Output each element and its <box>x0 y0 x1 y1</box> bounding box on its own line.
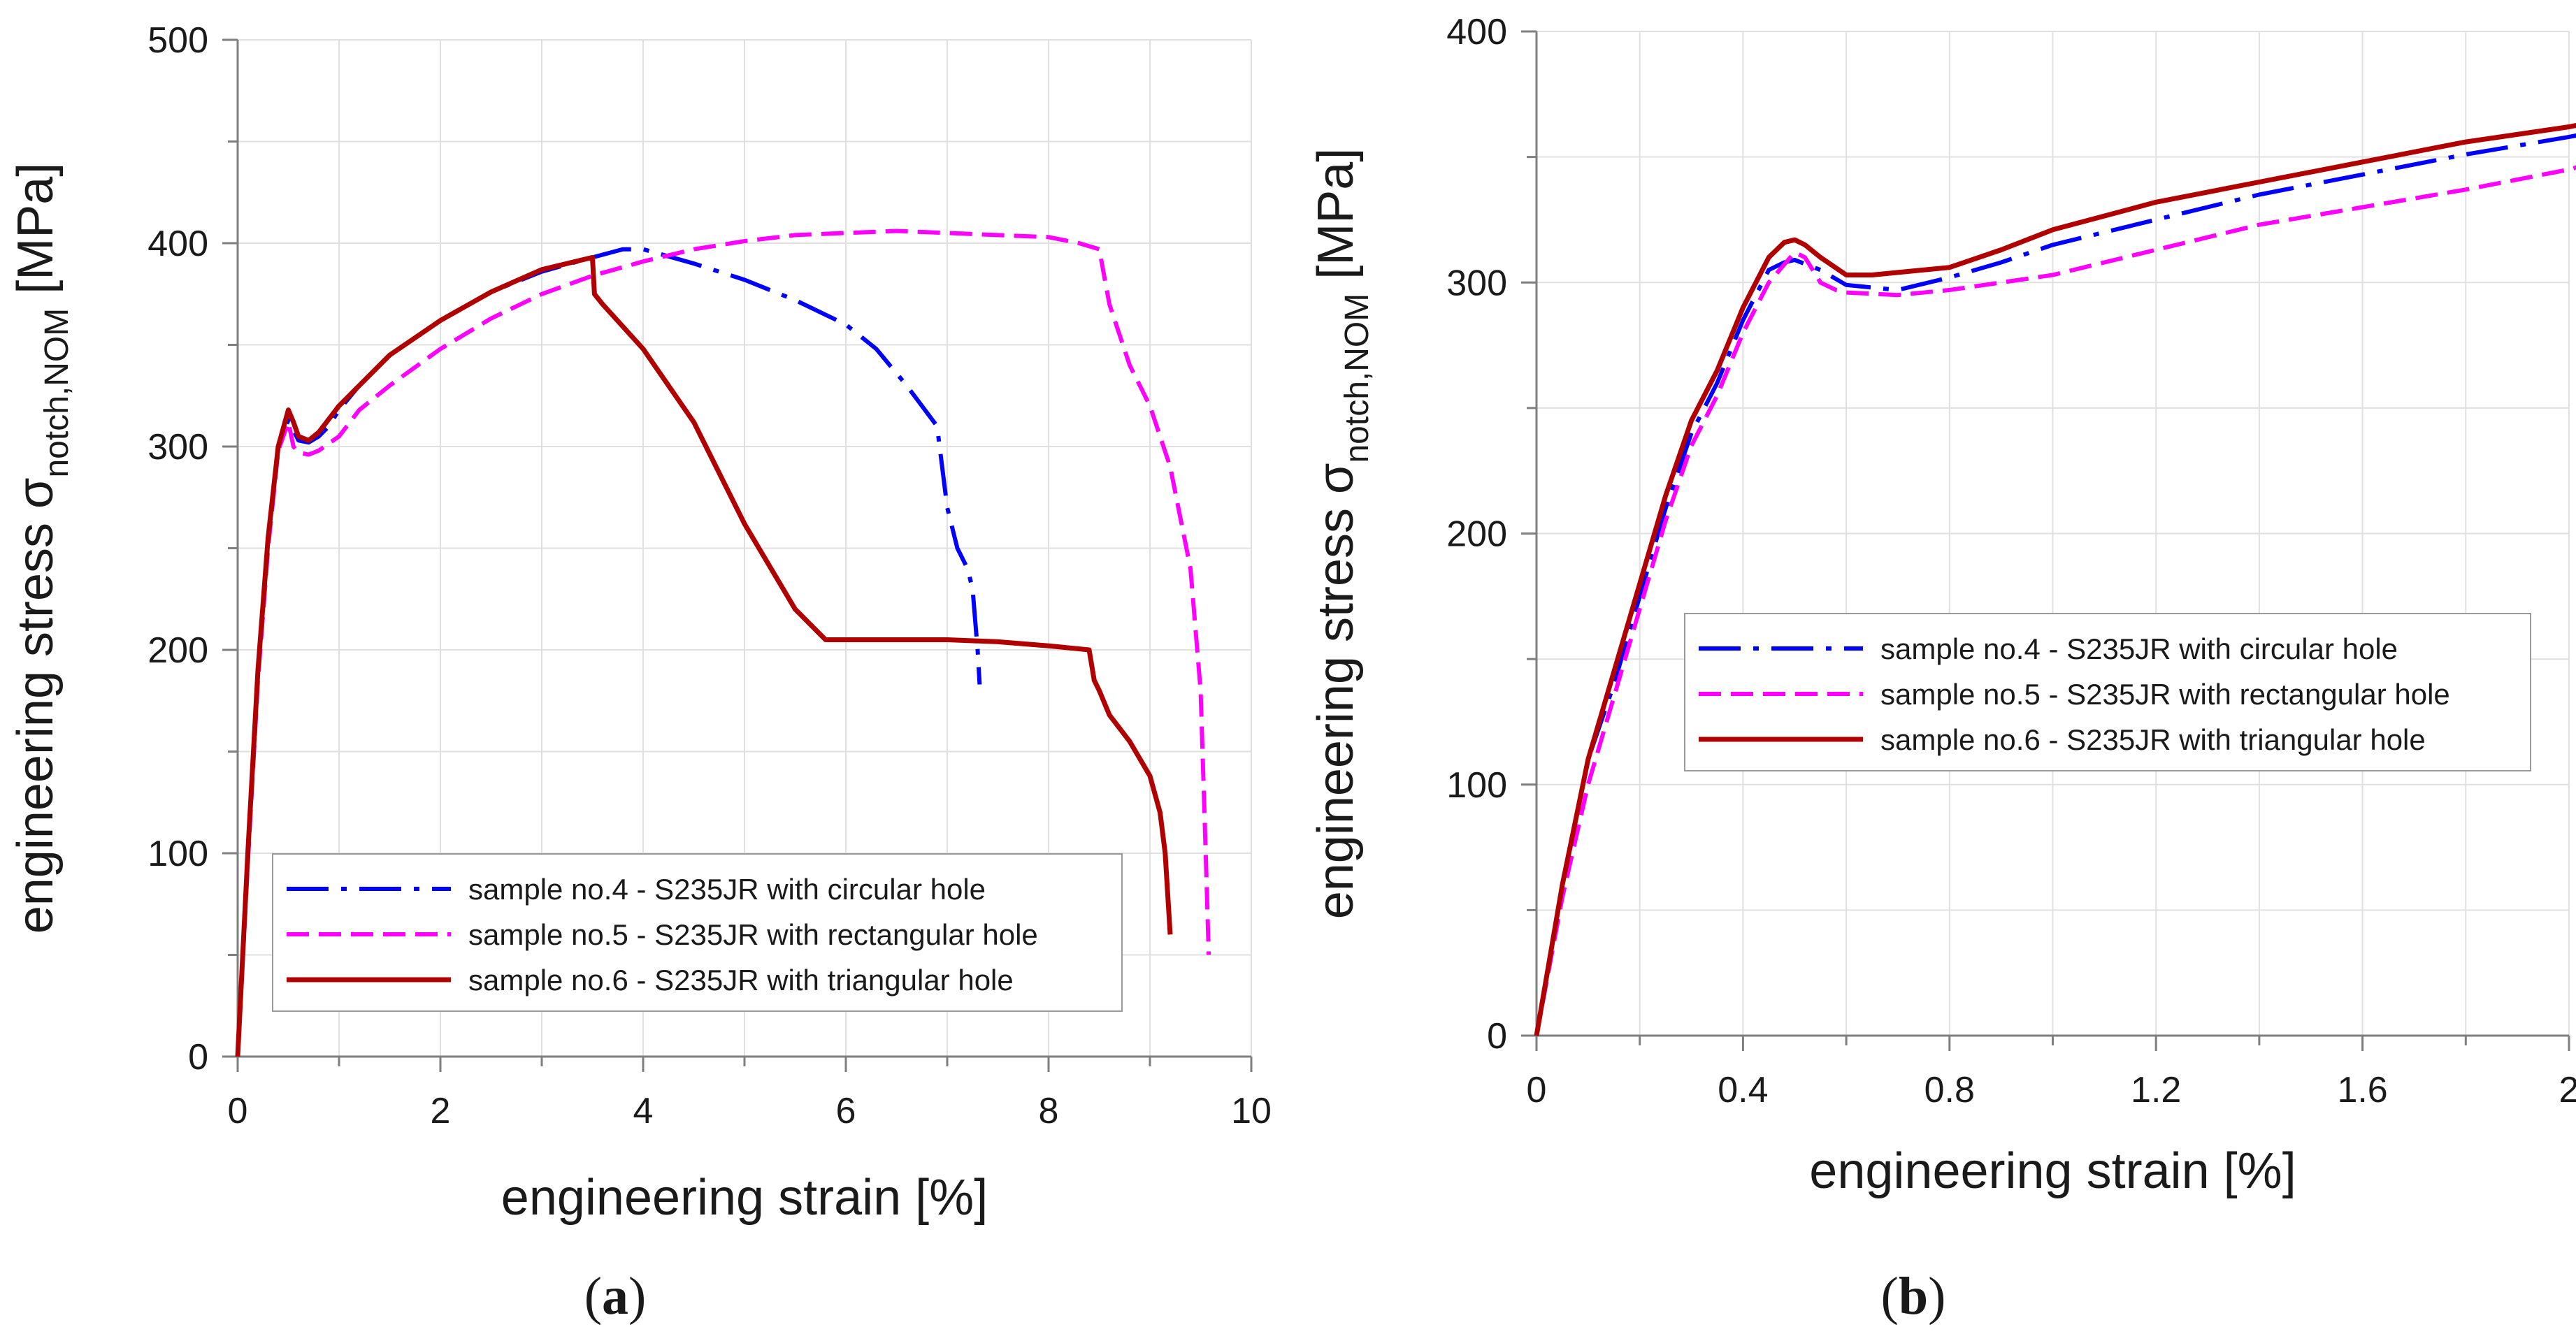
y-tick-label: 200 <box>147 630 208 671</box>
legend-label-triangular: sample no.6 - S235JR with triangular hol… <box>468 964 1014 996</box>
y-tick-label: 100 <box>147 834 208 874</box>
chart-panel-b: 0 0.4 0.8 1.2 1.6 2 0 100 200 300 400 engineering s… <box>1308 12 2576 1326</box>
y-axis-label-subscript: notch,NOM <box>38 308 75 478</box>
y-axis-label-main: engineering stress σ <box>8 478 64 934</box>
legend-label-rectangular: sample no.5 - S235JR with rectangular ho… <box>468 918 1038 951</box>
panel-caption-letter: b <box>1899 1267 1928 1326</box>
y-tick-label: 200 <box>1446 514 1507 555</box>
x-tick-label: 4 <box>633 1091 654 1131</box>
y-axis-label: engineering stress σnotch,NOM [MPa] <box>8 163 75 934</box>
panel-caption-open: ( <box>1881 1267 1899 1326</box>
series-line-circular <box>1534 133 2576 1036</box>
x-tick-label: 2 <box>431 1091 451 1131</box>
y-axis-label-subscript: notch,NOM <box>1339 293 1376 463</box>
y-tick-label: 400 <box>147 224 208 264</box>
y-axis-label-unit: [MPa] <box>8 163 64 308</box>
x-tick-label: 2 <box>2559 1070 2576 1110</box>
legend: sample no.4 - S235JR with circular hole s… <box>1684 613 2531 771</box>
x-tick-label: 6 <box>836 1091 856 1131</box>
series-line-triangular <box>1534 122 2576 1036</box>
y-axis-label-unit: [MPa] <box>1308 148 1364 293</box>
y-tick-label: 500 <box>147 20 208 61</box>
legend-box <box>272 853 1123 1012</box>
y-axis-label-main: engineering stress σ <box>1308 463 1364 920</box>
legend-label-triangular: sample no.6 - S235JR with triangular hol… <box>1880 723 2426 756</box>
panel-caption-letter: a <box>602 1267 628 1326</box>
y-tick-label: 300 <box>147 427 208 467</box>
panel-caption-open: ( <box>584 1267 602 1326</box>
legend-box <box>1684 613 2531 771</box>
y-axis-label: engineering stress σnotch,NOM [MPa] <box>1308 148 1376 920</box>
series-line-rectangular <box>236 229 1211 1057</box>
legend: sample no.4 - S235JR with circular hole s… <box>272 853 1123 1012</box>
panel-caption-close: ) <box>628 1267 646 1326</box>
panel-caption: (a) <box>584 1267 647 1326</box>
series-line-rectangular <box>1534 165 2576 1036</box>
x-axis-label: engineering strain [%] <box>501 1170 988 1226</box>
y-tick-label: 300 <box>1446 263 1507 303</box>
series-line-triangular <box>235 254 1173 1057</box>
x-tick-label: 1.2 <box>2131 1070 2181 1110</box>
x-tick-label: 0 <box>1527 1070 1547 1110</box>
y-tick-label: 100 <box>1446 765 1507 806</box>
panel-caption: (b) <box>1881 1267 1946 1326</box>
x-tick-label: 0.4 <box>1718 1070 1768 1110</box>
legend-label-circular: sample no.4 - S235JR with circular hole <box>468 873 986 906</box>
legend-label-rectangular: sample no.5 - S235JR with rectangular ho… <box>1880 678 2450 711</box>
y-tick-label: 400 <box>1446 12 1507 52</box>
x-tick-label: 0.8 <box>1924 1070 1975 1110</box>
x-tick-label: 10 <box>1231 1091 1272 1131</box>
y-tick-label: 0 <box>1487 1016 1507 1057</box>
x-axis-label: engineering strain [%] <box>1809 1143 2296 1199</box>
panel-caption-close: ) <box>1928 1267 1945 1326</box>
y-tick-label: 0 <box>188 1037 208 1078</box>
x-tick-label: 0 <box>228 1091 248 1131</box>
x-tick-label: 1.6 <box>2337 1070 2387 1110</box>
x-tick-label: 8 <box>1039 1091 1059 1131</box>
legend-label-circular: sample no.4 - S235JR with circular hole <box>1880 632 2398 665</box>
